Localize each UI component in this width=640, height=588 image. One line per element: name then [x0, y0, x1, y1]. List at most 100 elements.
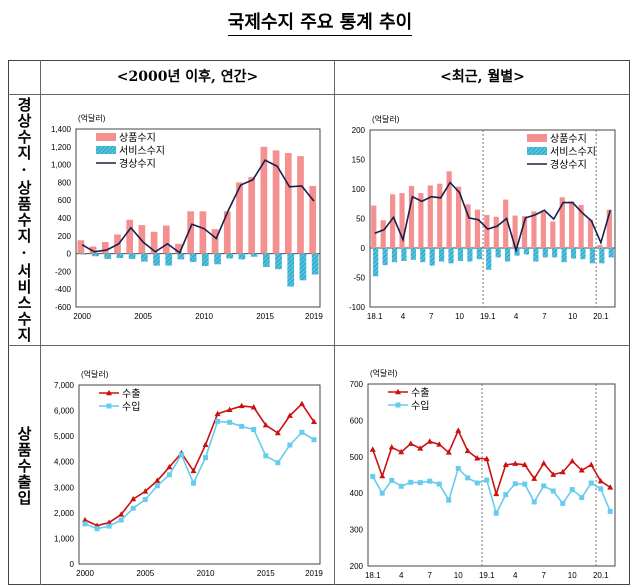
- services-bar: [104, 253, 112, 259]
- services-bar: [201, 253, 209, 267]
- legend-item: 상품수지: [527, 133, 587, 145]
- services-bar: [429, 248, 435, 266]
- goods-bar: [484, 214, 490, 248]
- legend-item: 서비스수지: [527, 146, 596, 158]
- services-bar: [599, 248, 605, 264]
- export-marker: [521, 461, 528, 468]
- services-bar: [79, 253, 87, 255]
- export-marker: [298, 400, 305, 407]
- y-tick-label: 400: [58, 214, 72, 223]
- services-bar: [476, 248, 482, 260]
- goods-bar: [138, 225, 146, 254]
- goods-bar: [606, 209, 612, 248]
- import-marker: [503, 492, 509, 498]
- goods-bar: [408, 186, 415, 248]
- series-line: [84, 420, 315, 530]
- services-bar: [410, 248, 416, 260]
- export-marker: [578, 467, 585, 473]
- services-bar: [92, 253, 99, 257]
- goods-bar: [371, 205, 377, 248]
- goods-bar: [248, 177, 256, 254]
- goods-bar: [175, 243, 182, 254]
- x-tick-label: 2015: [257, 569, 275, 578]
- x-tick-label: 2000: [76, 569, 94, 578]
- y-tick-label: -50: [353, 274, 365, 283]
- services-bar: [373, 248, 379, 277]
- column-header-annual: <2000년 이후, 연간>: [116, 69, 259, 85]
- legend-label: 경상수지: [550, 158, 587, 171]
- export-marker: [464, 447, 471, 454]
- import-marker: [446, 497, 452, 503]
- page-title: 국제수지 주요 통계 추이: [0, 8, 640, 36]
- goods-bar: [187, 211, 195, 254]
- services-bar: [401, 248, 407, 261]
- export-marker: [512, 460, 519, 466]
- services-bar: [153, 253, 160, 266]
- series-line: [374, 181, 612, 254]
- goods-bar: [531, 211, 537, 248]
- y-tick-label: 1,200: [51, 143, 72, 152]
- import-marker: [154, 483, 160, 489]
- row-label-trade-cell: 상품수출입: [8, 346, 40, 585]
- unit-label: (억달러): [81, 369, 109, 379]
- goods-bar: [236, 182, 243, 254]
- import-marker: [130, 505, 136, 511]
- import-marker: [190, 480, 196, 486]
- export-marker: [286, 412, 293, 418]
- goods-bar: [284, 153, 292, 254]
- x-tick-label: 10: [454, 571, 463, 580]
- goods-bar: [390, 194, 396, 248]
- export-marker: [82, 516, 89, 523]
- services-bar: [533, 248, 539, 262]
- legend-item: 서비스수지: [96, 145, 165, 157]
- import-marker: [512, 481, 518, 487]
- row-label-trade: 상품수출입: [15, 425, 33, 506]
- services-bar: [552, 248, 558, 258]
- services-bar: [542, 248, 548, 258]
- services-bar: [523, 248, 530, 255]
- services-bar: [589, 248, 595, 264]
- y-tick-label: -600: [55, 303, 72, 312]
- goods-bar: [309, 185, 317, 254]
- services-bar: [140, 253, 148, 262]
- import-marker: [427, 478, 433, 484]
- services-bar: [128, 253, 136, 259]
- import-marker: [579, 495, 585, 501]
- services-bar: [467, 248, 473, 262]
- goods-bar: [493, 216, 499, 248]
- services-bar: [116, 253, 124, 259]
- divider: [8, 345, 630, 346]
- import-marker: [178, 452, 184, 458]
- import-marker: [389, 477, 395, 483]
- export-marker: [426, 438, 433, 444]
- x-tick-label: 4: [514, 312, 519, 321]
- import-marker: [118, 517, 124, 523]
- services-bar: [495, 248, 501, 258]
- legend-swatch: [96, 146, 116, 154]
- goods-bar: [126, 219, 134, 254]
- services-bar: [189, 253, 197, 263]
- export-marker: [531, 475, 538, 481]
- y-tick-label: 1,000: [51, 161, 72, 170]
- goods-bar: [101, 242, 109, 254]
- services-bar: [486, 248, 492, 270]
- export-marker: [214, 410, 221, 417]
- y-tick-label: 600: [350, 416, 364, 425]
- row-label-balance-cell: 경상수지·상품수지·서비스수지: [8, 95, 40, 345]
- export-marker: [417, 445, 424, 451]
- goods-bar: [569, 201, 575, 248]
- x-tick-label: 7: [428, 571, 433, 580]
- x-tick-label: 7: [542, 312, 547, 321]
- import-marker: [94, 526, 100, 532]
- y-tick-label: 0: [361, 244, 366, 253]
- export-marker: [226, 406, 233, 413]
- export-marker: [166, 463, 173, 470]
- services-bar: [448, 248, 454, 264]
- import-marker: [417, 480, 423, 486]
- import-marker: [522, 481, 528, 487]
- import-marker: [299, 429, 305, 435]
- goods-bar: [150, 231, 158, 254]
- services-bar: [238, 253, 246, 260]
- legend-item: 수출: [388, 387, 429, 399]
